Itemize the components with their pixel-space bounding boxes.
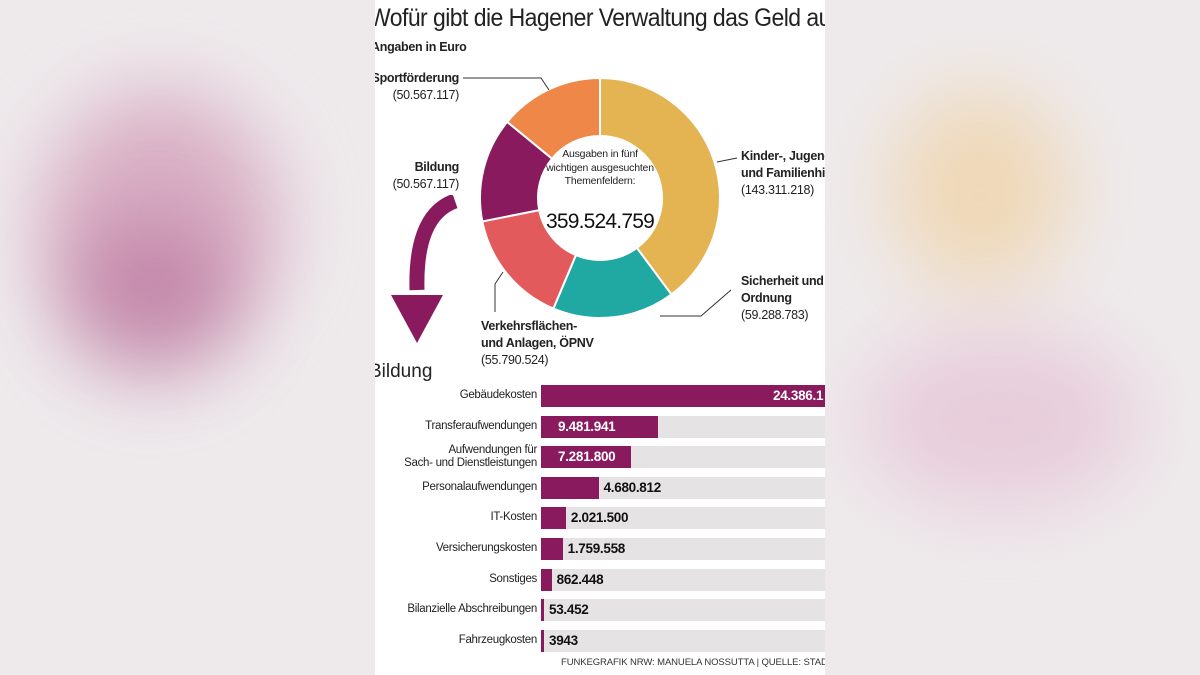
leader-line-sicherheit	[660, 289, 732, 317]
bar-track-sonstiges	[541, 568, 825, 591]
down-arrow-icon	[391, 195, 458, 343]
bar-label-sachleistungen: Aufwendungen für Sach- und Dienstleistung…	[375, 444, 537, 470]
leader-line-verkehr	[494, 271, 504, 312]
label-sicherheit: Sicherheit und Ordnung (59.288.783)	[741, 273, 824, 324]
bar-gebaeudekosten	[541, 385, 825, 407]
bar-label-line-sonstiges-1: Sonstiges	[489, 572, 537, 585]
donut-slice-sport	[505, 76, 601, 161]
bar-label-line-sachleistungen-2: Sach- und Dienstleistungen	[404, 457, 537, 470]
label-bildung: Bildung (50.567.117)	[375, 159, 460, 193]
bar-track-fahrzeug	[541, 629, 825, 652]
bar-transfer	[541, 415, 658, 438]
label-sicherheit-line1: Sicherheit und	[741, 274, 824, 288]
bar-versicherung	[541, 538, 563, 560]
donut-chart	[463, 76, 738, 319]
donut-center-total: 359.524.759	[546, 210, 655, 233]
bar-label-fahrzeug: Fahrzeugkosten	[375, 633, 538, 647]
label-sicherheit-line2: Ordnung	[741, 291, 792, 305]
bar-track-it	[541, 507, 825, 530]
blur-spot-pink-right	[860, 330, 1140, 510]
label-sport: Sportförderung (50.567.117)	[375, 70, 459, 104]
bar-label-gebaeudekosten: Gebäudekosten	[375, 389, 538, 402]
bar-label-transfer: Transferaufwendungen	[375, 420, 537, 433]
label-sicherheit-value: (59.288.783)	[741, 308, 809, 322]
bar-track-abschreibungen	[541, 599, 825, 622]
donut-slice-kinder	[599, 76, 721, 296]
bar-it	[541, 507, 566, 530]
label-kinder-value: (143.311.218)	[741, 183, 815, 197]
label-kinder-line1: Kinder-, Jugend-	[741, 149, 825, 163]
bildung-section-title: Bildung	[375, 361, 433, 382]
bar-label-line-fahrzeug-1: Fahrzeugkosten	[458, 633, 538, 646]
credit-line: FUNKEGRAFIK NRW: MANUELA NOSSUTTA | QUEL…	[561, 657, 825, 668]
label-verkehr-line2: und Anlagen, ÖPNV	[481, 336, 594, 350]
bar-label-sonstiges: Sonstiges	[375, 573, 537, 586]
bildung-bar-chart: Gebäudekosten 24.386.1 Transferaufwendunge…	[375, 0, 825, 675]
bar-sachleistungen	[541, 446, 631, 469]
leader-line-sport	[463, 77, 550, 91]
bar-value-fahrzeug: 3943	[549, 632, 578, 648]
label-bildung-line1: Bildung	[414, 160, 460, 174]
bar-track-versicherung	[541, 538, 825, 560]
bar-label-line-versicherung-1: Versicherungskosten	[435, 542, 537, 554]
bar-label-line-gebaeudekosten-1: Gebäudekosten	[459, 389, 538, 401]
blur-spot-magenta-left	[40, 90, 280, 350]
bar-value-it: 2.021.500	[570, 510, 629, 526]
bar-track-personal	[541, 476, 825, 499]
infographic-card: Wofür gibt die Hagener Verwaltung das Ge…	[375, 0, 825, 675]
blur-spot-magenta-bottom	[60, 220, 240, 380]
bar-value-sachleistungen: 7.281.800	[558, 449, 616, 465]
label-sport-value: (50.567.117)	[392, 88, 460, 102]
bar-label-abschreibungen: Bilanzielle Abschreibungen	[375, 603, 537, 616]
bar-value-personal: 4.680.812	[603, 479, 662, 495]
bar-label-line-it-1: IT-Kosten	[490, 511, 537, 524]
donut-center-text: Ausgaben in fünf wichtigen ausgesuchten …	[546, 148, 654, 187]
infographic-title: Wofür gibt die Hagener Verwaltung das Ge…	[375, 4, 825, 32]
bar-personal	[541, 476, 599, 499]
label-verkehr-value: (55.790.524)	[481, 353, 549, 367]
bar-sonstiges	[541, 568, 552, 591]
bar-fahrzeug	[541, 629, 544, 652]
bar-value-transfer: 9.481.941	[558, 418, 616, 434]
bar-label-it: IT-Kosten	[375, 511, 537, 524]
bar-label-personal: Personalaufwendungen	[375, 481, 537, 494]
label-sport-line1: Sportförderung	[375, 71, 459, 85]
leader-line-kinder	[716, 157, 738, 163]
bar-value-abschreibungen: 53.452	[549, 602, 589, 618]
label-bildung-value: (50.567.117)	[392, 177, 460, 191]
bar-label-versicherung: Versicherungskosten	[375, 542, 537, 555]
label-kinder-line2: und Familienhilfe	[741, 166, 825, 180]
bar-label-line-abschreibungen-1: Bilanzielle Abschreibungen	[407, 603, 537, 616]
label-kinder: Kinder-, Jugend- und Familienhilfe (143.…	[741, 148, 825, 199]
bar-abschreibungen	[541, 599, 544, 622]
label-verkehr: Verkehrsflächen- und Anlagen, ÖPNV (55.7…	[481, 318, 594, 369]
bar-value-sonstiges: 862.448	[556, 571, 604, 587]
blur-spot-orange-right	[890, 90, 1070, 290]
infographic-subtitle: Angaben in Euro	[375, 40, 467, 54]
donut-hole	[539, 137, 661, 259]
bar-value-gebaeudekosten: 24.386.1	[773, 388, 824, 403]
bar-value-versicherung: 1.759.558	[567, 541, 626, 556]
bar-label-line-transfer-1: Transferaufwendungen	[425, 419, 537, 432]
label-verkehr-line1: Verkehrsflächen-	[481, 319, 577, 333]
bar-label-line-sachleistungen-1: Aufwendungen für	[448, 444, 537, 457]
bar-label-line-personal-1: Personalaufwendungen	[422, 480, 537, 493]
